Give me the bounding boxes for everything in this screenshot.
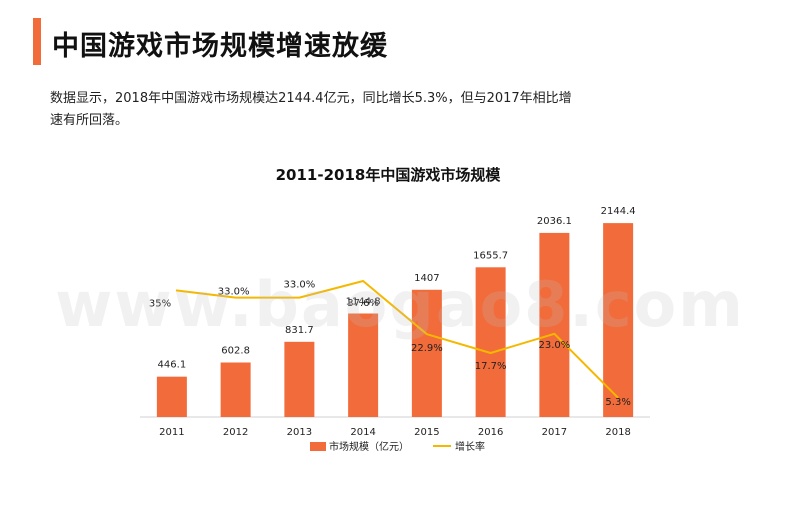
- legend-bar-label: 市场规模（亿元）: [329, 440, 409, 453]
- category-label: 2013: [287, 427, 312, 438]
- bar-value-label: 1655.7: [473, 250, 508, 261]
- bar: [411, 289, 442, 417]
- growth-rate-label: 5.3%: [605, 397, 630, 408]
- growth-rate-label: 17.7%: [475, 361, 507, 372]
- bar-value-label: 2144.4: [601, 206, 636, 217]
- title-accent-bar: [33, 18, 41, 65]
- legend-bar-swatch: [310, 442, 326, 451]
- growth-rate-label: 22.9%: [411, 343, 443, 354]
- bar: [348, 313, 379, 417]
- growth-rate-label: 35%: [149, 298, 171, 309]
- growth-rate-label: 33.0%: [218, 287, 250, 298]
- category-label: 2012: [223, 427, 248, 438]
- growth-rate-label: 23.0%: [538, 340, 570, 351]
- bar: [220, 362, 251, 417]
- bar: [475, 267, 506, 417]
- category-label: 2015: [414, 427, 439, 438]
- bar-value-label: 446.1: [158, 360, 187, 371]
- category-label: 2018: [605, 427, 630, 438]
- legend-line-label: 增长率: [455, 440, 485, 453]
- bar: [284, 341, 315, 417]
- bar-value-label: 1407: [414, 273, 439, 284]
- bar-value-label: 1144.8: [346, 296, 381, 307]
- bar: [156, 376, 187, 417]
- growth-rate-line: [175, 280, 619, 399]
- category-label: 2017: [542, 427, 567, 438]
- bar: [539, 232, 570, 417]
- bar-value-label: 2036.1: [537, 216, 572, 227]
- category-label: 2016: [478, 427, 503, 438]
- page-title: 中国游戏市场规模增速放缓: [52, 31, 388, 62]
- description-text: 数据显示，2018年中国游戏市场规模达2144.4亿元，同比增长5.3%，但与2…: [50, 91, 572, 128]
- bar: [603, 223, 634, 417]
- bar-value-label: 831.7: [285, 325, 314, 336]
- bar-value-label: 602.8: [221, 345, 250, 356]
- growth-rate-label: 33.0%: [283, 280, 315, 291]
- chart-title: 2011-2018年中国游戏市场规模: [275, 166, 501, 184]
- category-label: 2011: [159, 427, 184, 438]
- growth-rate-label: 37.6%: [347, 298, 379, 309]
- category-label: 2014: [350, 427, 375, 438]
